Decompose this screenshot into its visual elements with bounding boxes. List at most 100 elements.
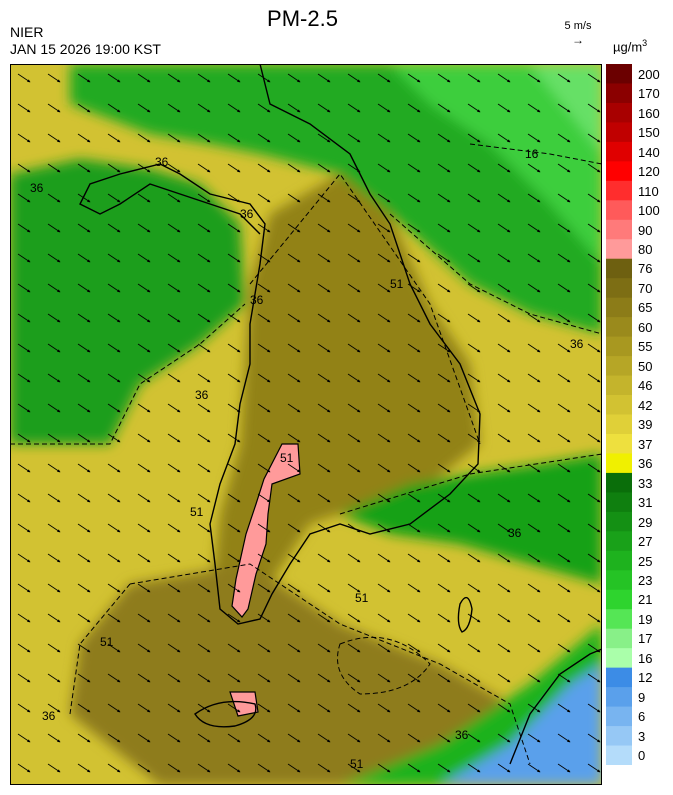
wind-arrow: [257, 763, 271, 773]
wind-arrow: [77, 553, 91, 563]
wind-arrow: [17, 463, 31, 473]
wind-arrow: [347, 523, 361, 533]
wind-arrow: [317, 343, 331, 353]
wind-arrow: [557, 433, 571, 443]
wind-arrow: [257, 643, 271, 653]
wind-arrow: [317, 613, 331, 623]
wind-arrow: [407, 463, 421, 473]
wind-arrow: [197, 643, 211, 653]
wind-arrow: [437, 703, 451, 713]
legend-label: 110: [638, 183, 659, 199]
wind-arrow: [497, 553, 511, 563]
wind-arrow: [317, 373, 331, 383]
wind-arrow: [347, 763, 361, 773]
wind-arrow: [17, 493, 31, 503]
legend-swatch: [606, 648, 632, 669]
wind-arrow: [227, 763, 241, 773]
wind-arrow: [77, 463, 91, 473]
wind-arrow: [137, 373, 151, 383]
wind-arrow: [587, 583, 601, 593]
legend-label: 76: [638, 261, 653, 277]
coastline-kyushu: [509, 648, 602, 765]
wind-arrow: [227, 463, 241, 473]
wind-arrow: [437, 253, 451, 263]
wind-arrow: [407, 223, 421, 233]
wind-arrow: [257, 493, 271, 503]
wind-arrow: [137, 463, 151, 473]
legend-swatch: [606, 141, 632, 162]
wind-arrow: [257, 703, 271, 713]
wind-arrow: [497, 733, 511, 743]
wind-arrow: [17, 163, 31, 173]
wind-arrow: [167, 763, 181, 773]
wind-arrow: [407, 73, 421, 83]
wind-arrow: [77, 163, 91, 173]
legend-label: 0: [638, 748, 646, 764]
wind-arrow: [107, 733, 121, 743]
wind-arrow: [587, 523, 601, 533]
wind-arrow: [467, 313, 481, 323]
legend-swatch: [606, 492, 632, 513]
wind-arrow: [407, 613, 421, 623]
wind-arrow: [497, 163, 511, 173]
wind-arrow: [347, 343, 361, 353]
wind-arrow: [527, 223, 541, 233]
wind-reference-arrow-icon: →: [572, 33, 584, 47]
wind-arrow: [467, 283, 481, 293]
legend-label: 90: [638, 222, 653, 238]
wind-arrow: [347, 133, 361, 143]
wind-arrow: [497, 523, 511, 533]
field-green-north: [70, 64, 602, 334]
wind-arrow: [347, 193, 361, 203]
wind-arrow: [47, 613, 61, 623]
wind-arrow: [407, 163, 421, 173]
wind-arrow: [467, 433, 481, 443]
wind-arrow: [497, 283, 511, 293]
wind-arrow: [347, 403, 361, 413]
wind-arrow: [347, 373, 361, 383]
wind-arrow: [257, 523, 271, 533]
valid-time-label: JAN 15 2026 19:00 KST: [10, 41, 161, 57]
wind-arrow: [557, 523, 571, 533]
wind-arrow: [467, 193, 481, 203]
legend-swatch: [606, 122, 632, 143]
wind-arrow: [17, 223, 31, 233]
wind-arrow: [287, 283, 301, 293]
wind-arrow: [17, 433, 31, 443]
wind-arrow: [437, 373, 451, 383]
wind-arrow: [287, 673, 301, 683]
legend-swatch: [606, 200, 632, 221]
wind-arrow: [197, 733, 211, 743]
wind-arrow: [137, 583, 151, 593]
wind-arrow: [107, 433, 121, 443]
wind-arrow: [497, 583, 511, 593]
wind-arrow: [257, 613, 271, 623]
wind-arrow: [437, 283, 451, 293]
wind-arrow: [227, 523, 241, 533]
wind-arrow: [527, 703, 541, 713]
wind-arrow: [437, 733, 451, 743]
wind-arrow: [287, 763, 301, 773]
wind-arrow: [497, 763, 511, 773]
wind-arrow: [317, 313, 331, 323]
legend-label: 29: [638, 514, 653, 530]
wind-arrow: [437, 193, 451, 203]
wind-arrow: [17, 283, 31, 293]
wind-arrow: [317, 253, 331, 263]
wind-arrow: [467, 133, 481, 143]
legend-label: 16: [638, 650, 653, 666]
wind-arrow: [347, 643, 361, 653]
contour-label: 36: [42, 709, 56, 723]
wind-arrow: [197, 133, 211, 143]
wind-arrow: [17, 403, 31, 413]
legend-swatch: [606, 239, 632, 260]
wind-arrow: [227, 103, 241, 113]
wind-arrow: [557, 643, 571, 653]
wind-arrow: [527, 463, 541, 473]
wind-arrow: [587, 703, 601, 713]
legend-swatch: [606, 375, 632, 396]
wind-arrow: [287, 253, 301, 263]
wind-arrow: [77, 433, 91, 443]
wind-arrow: [527, 163, 541, 173]
legend-swatch: [606, 297, 632, 318]
